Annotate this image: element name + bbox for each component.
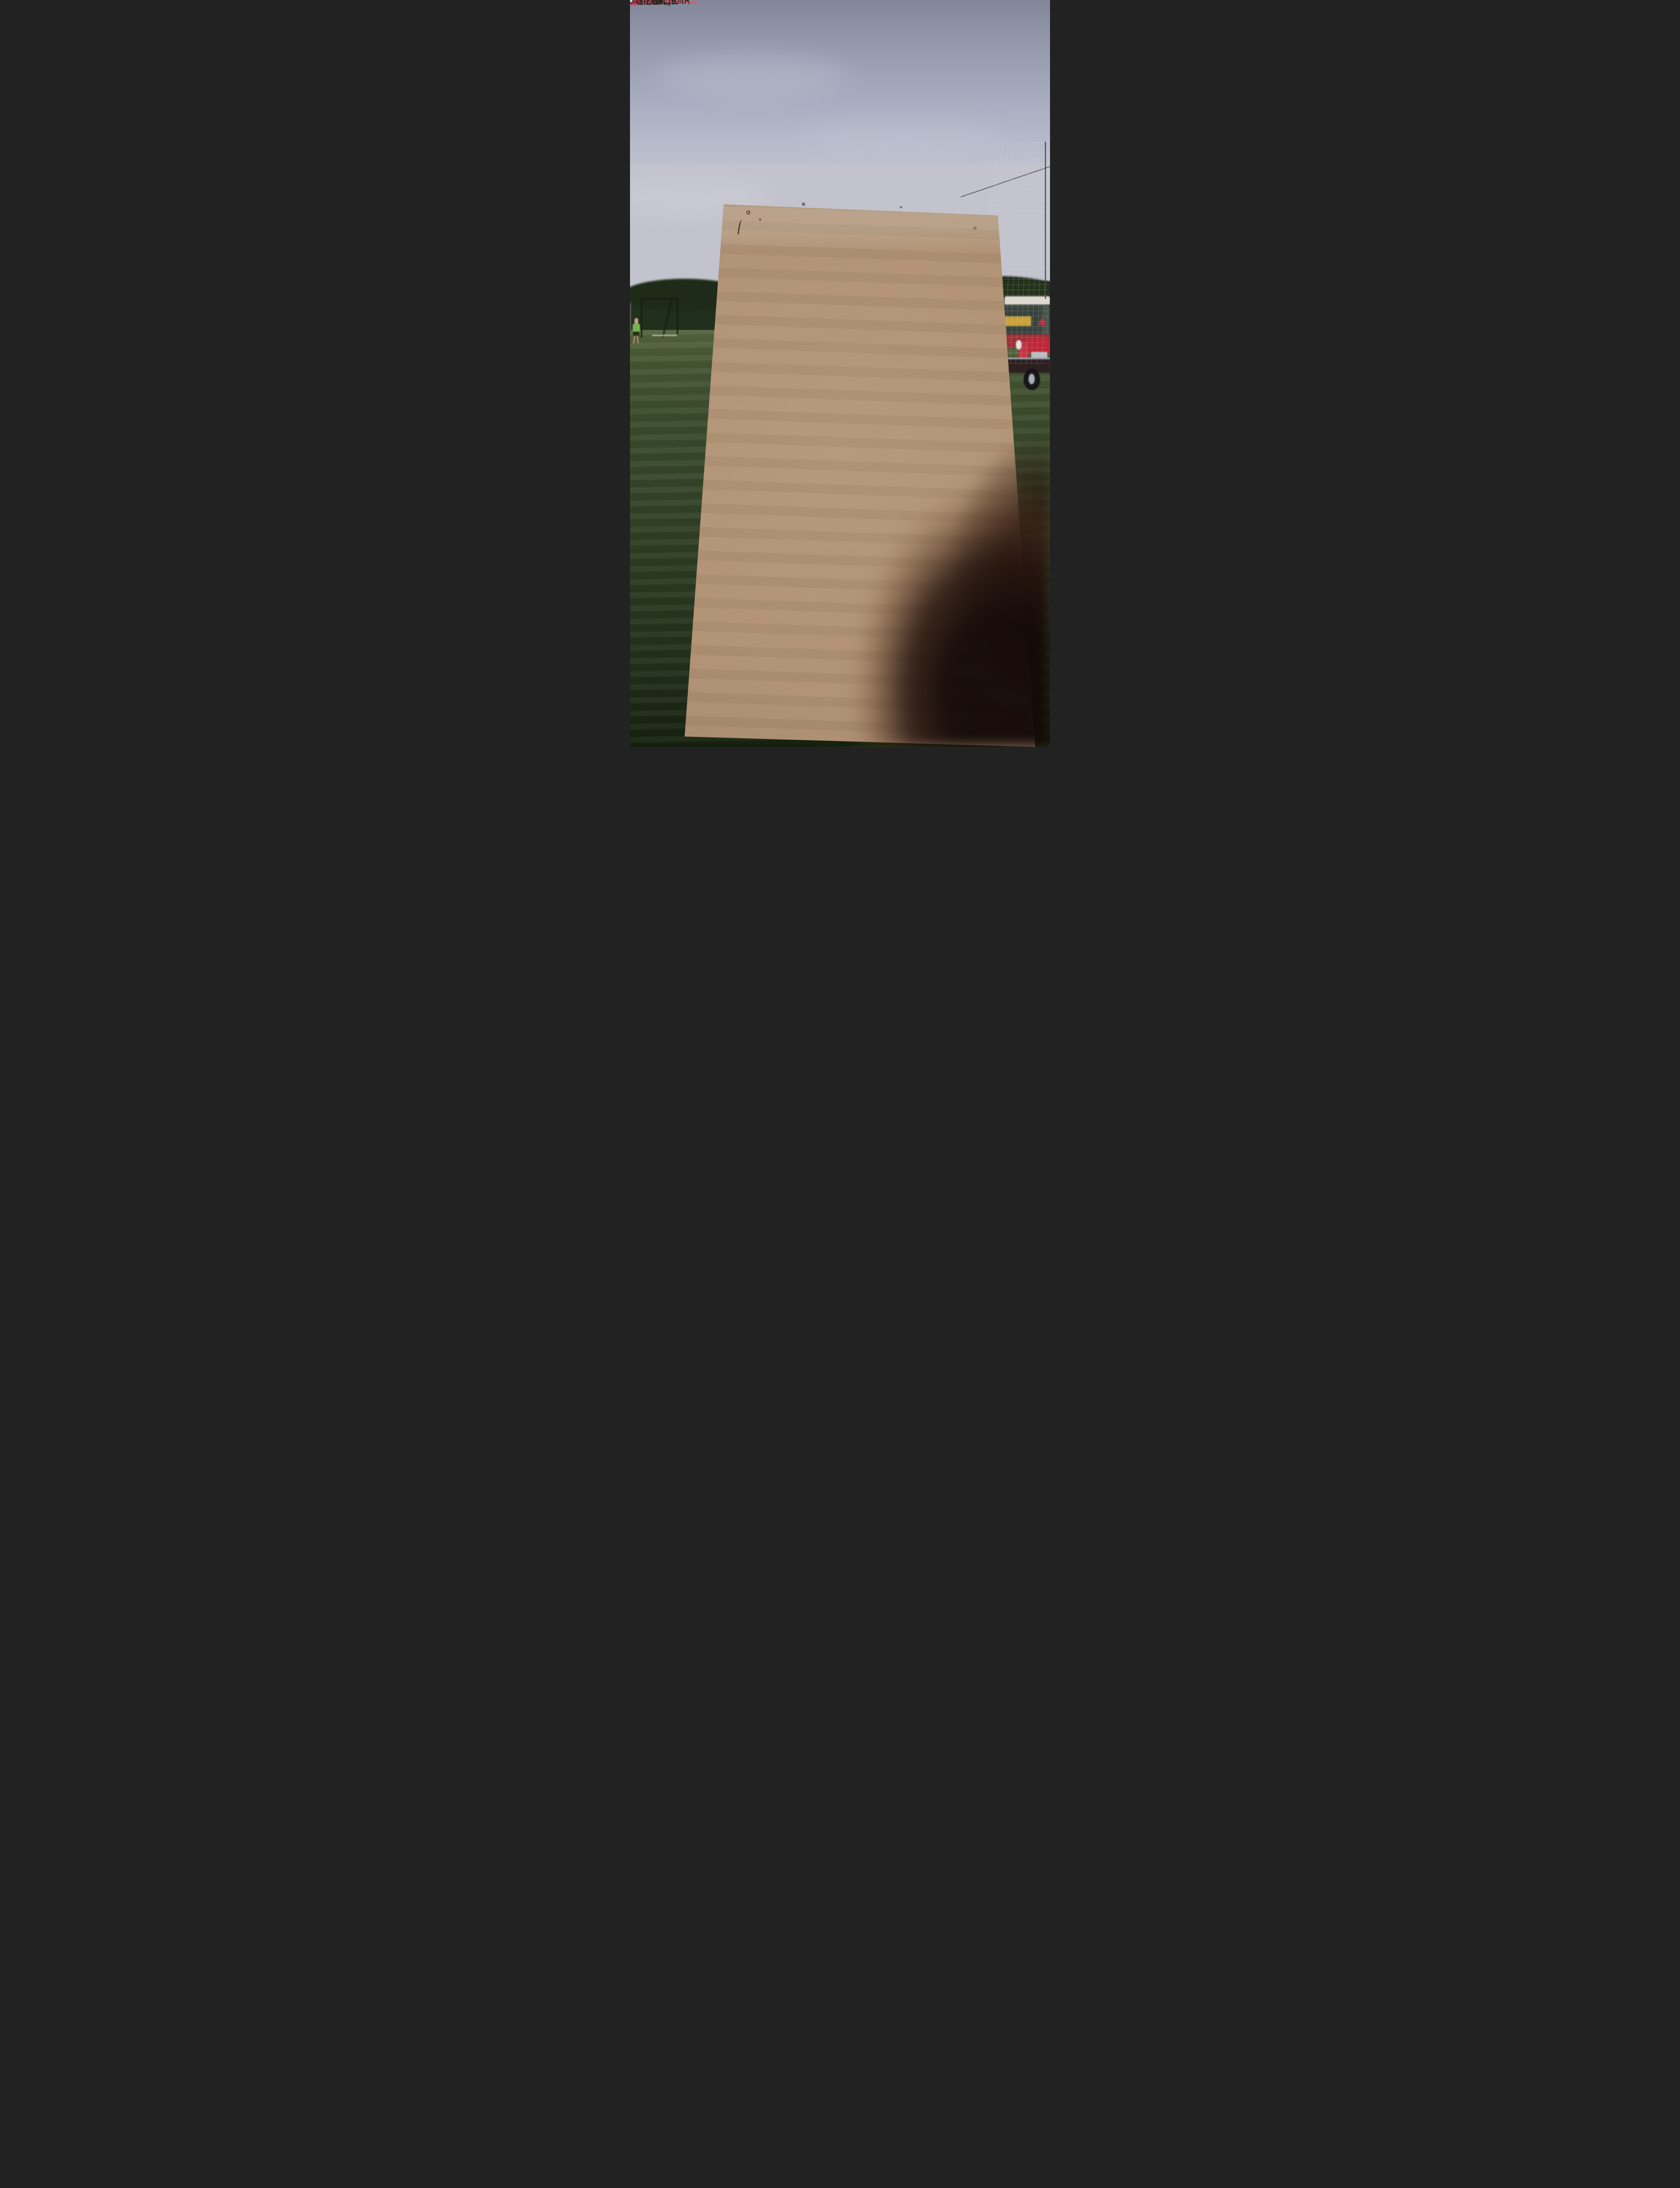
person-on-field bbox=[631, 318, 641, 344]
cloud bbox=[655, 52, 849, 97]
screw-icon bbox=[630, 0, 633, 3]
person-leg bbox=[633, 336, 636, 344]
soccer-goal bbox=[640, 298, 679, 338]
goal-post bbox=[676, 298, 679, 335]
cloud bbox=[798, 119, 1008, 157]
goal-ground-bar bbox=[652, 334, 677, 336]
goal-crossbar bbox=[640, 298, 679, 300]
photo-scoreboard-scene: STŘÍŽOV „A“21,11PANSKÁ LHOTA21,13STŘÍŽOV… bbox=[630, 0, 1050, 747]
net-fence-pole bbox=[1044, 142, 1046, 299]
goal-brace bbox=[662, 298, 672, 338]
person-leg bbox=[636, 336, 639, 344]
